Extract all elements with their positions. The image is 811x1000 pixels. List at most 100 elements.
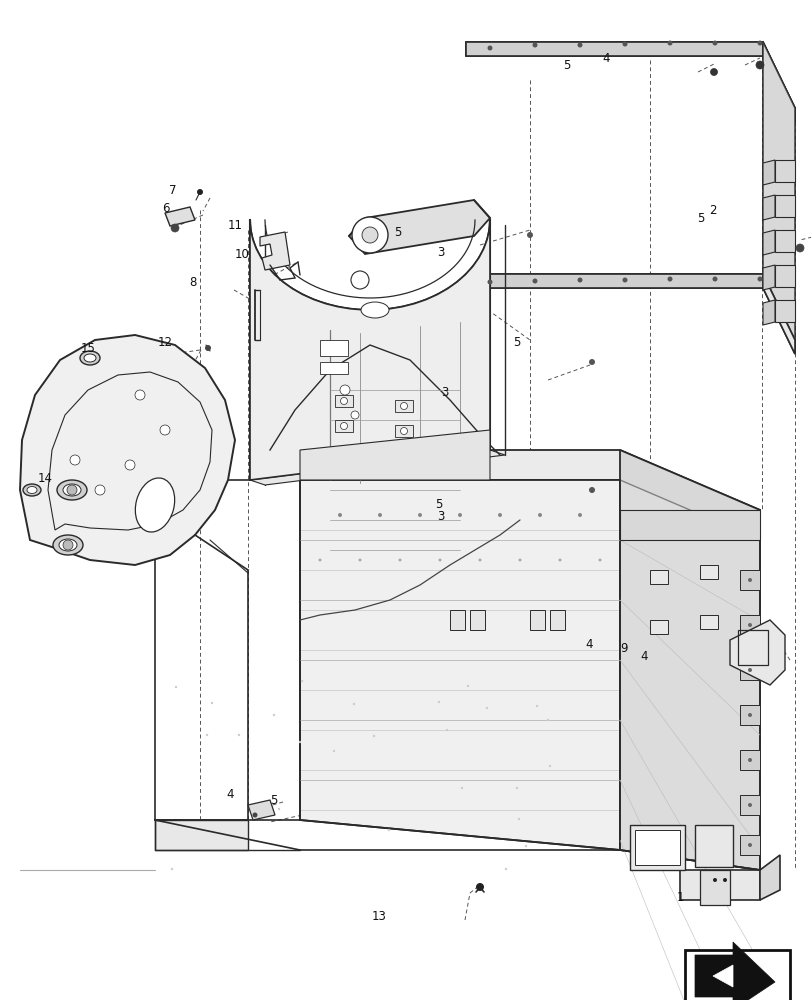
Polygon shape [762,265,774,290]
Text: 4: 4 [639,650,647,664]
Circle shape [577,513,581,517]
Bar [549,610,564,630]
Text: 12: 12 [157,336,172,350]
Polygon shape [739,660,759,680]
Circle shape [667,41,672,46]
Text: 5: 5 [696,212,704,225]
Polygon shape [247,800,275,820]
Circle shape [205,734,208,736]
Text: 9: 9 [620,642,628,656]
Circle shape [340,397,347,404]
Polygon shape [739,570,759,590]
Polygon shape [774,265,794,287]
Circle shape [747,803,751,807]
Circle shape [70,455,80,465]
Polygon shape [299,480,620,850]
Bar [320,362,348,374]
Polygon shape [466,42,762,56]
Ellipse shape [80,351,100,365]
Circle shape [174,686,177,688]
Ellipse shape [135,478,174,532]
Circle shape [211,702,213,704]
Circle shape [757,41,762,46]
Circle shape [622,42,627,47]
Polygon shape [620,450,759,870]
Circle shape [352,703,354,705]
Text: 5: 5 [562,59,570,72]
Polygon shape [299,450,759,540]
Circle shape [350,411,358,419]
Circle shape [747,668,751,672]
Circle shape [517,818,520,820]
Circle shape [622,277,627,282]
Circle shape [532,278,537,284]
Bar [335,420,353,432]
Bar [470,610,484,630]
Text: 3: 3 [440,386,448,399]
Circle shape [485,707,487,709]
Polygon shape [260,232,290,270]
Bar [699,565,717,579]
Polygon shape [739,835,759,855]
Polygon shape [739,615,759,635]
Ellipse shape [63,484,81,496]
Polygon shape [739,750,759,770]
Circle shape [63,540,73,550]
Circle shape [388,829,390,831]
Circle shape [445,729,448,731]
Circle shape [712,878,716,882]
Polygon shape [699,870,729,905]
Circle shape [747,713,751,717]
Circle shape [437,701,440,703]
Polygon shape [762,42,794,340]
Circle shape [351,217,388,253]
Circle shape [526,232,532,238]
Polygon shape [729,620,784,685]
Circle shape [598,558,601,562]
Circle shape [333,750,335,752]
Polygon shape [762,42,794,354]
Bar [684,950,789,1000]
Circle shape [340,422,347,430]
Polygon shape [774,195,794,217]
Polygon shape [762,300,774,325]
Polygon shape [762,230,774,255]
Polygon shape [165,207,195,226]
Ellipse shape [23,484,41,496]
Text: 3: 3 [436,510,444,522]
Polygon shape [299,430,489,480]
Ellipse shape [361,302,388,318]
Circle shape [487,279,492,284]
Ellipse shape [57,480,87,500]
Circle shape [532,43,537,48]
Polygon shape [250,220,489,480]
Circle shape [710,69,717,76]
Polygon shape [620,510,759,540]
Circle shape [577,43,581,48]
Polygon shape [739,705,759,725]
Circle shape [588,359,594,365]
Polygon shape [774,230,794,252]
Bar [394,400,413,412]
Circle shape [125,460,135,470]
Circle shape [504,868,507,870]
Circle shape [667,276,672,282]
Circle shape [475,883,483,891]
Text: 6: 6 [161,202,169,215]
Circle shape [548,765,551,767]
Circle shape [546,719,548,721]
Ellipse shape [27,487,37,493]
Text: 4: 4 [602,52,610,65]
Polygon shape [739,795,759,815]
Circle shape [372,735,375,737]
Circle shape [337,513,341,517]
Polygon shape [250,450,504,485]
Circle shape [135,390,145,400]
Polygon shape [774,160,794,182]
Bar [320,340,348,356]
Polygon shape [762,195,774,220]
Circle shape [747,758,751,762]
Circle shape [252,812,257,817]
Text: 15: 15 [81,342,96,355]
Circle shape [300,680,303,682]
